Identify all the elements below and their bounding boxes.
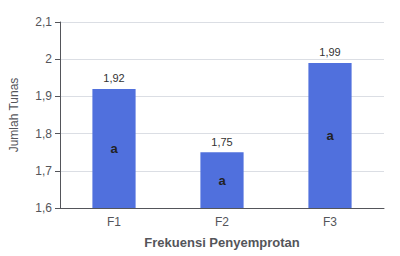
svg-text:a: a	[218, 173, 226, 188]
svg-text:1,8: 1,8	[35, 127, 52, 141]
svg-text:1,9: 1,9	[35, 89, 52, 103]
svg-text:F2: F2	[215, 215, 229, 229]
svg-text:2,1: 2,1	[35, 15, 52, 29]
svg-text:1,75: 1,75	[211, 136, 232, 148]
svg-text:F1: F1	[107, 215, 121, 229]
svg-text:Jumlah Tunas: Jumlah Tunas	[7, 78, 21, 153]
svg-text:a: a	[326, 128, 334, 143]
svg-text:1,6: 1,6	[35, 201, 52, 215]
svg-text:1,7: 1,7	[35, 164, 52, 178]
svg-text:Frekuensi Penyemprotan: Frekuensi Penyemprotan	[144, 235, 299, 250]
svg-text:2: 2	[45, 52, 52, 66]
svg-text:a: a	[110, 141, 118, 156]
svg-text:1,92: 1,92	[103, 72, 124, 84]
svg-text:1,99: 1,99	[319, 46, 340, 58]
svg-text:F3: F3	[323, 215, 337, 229]
